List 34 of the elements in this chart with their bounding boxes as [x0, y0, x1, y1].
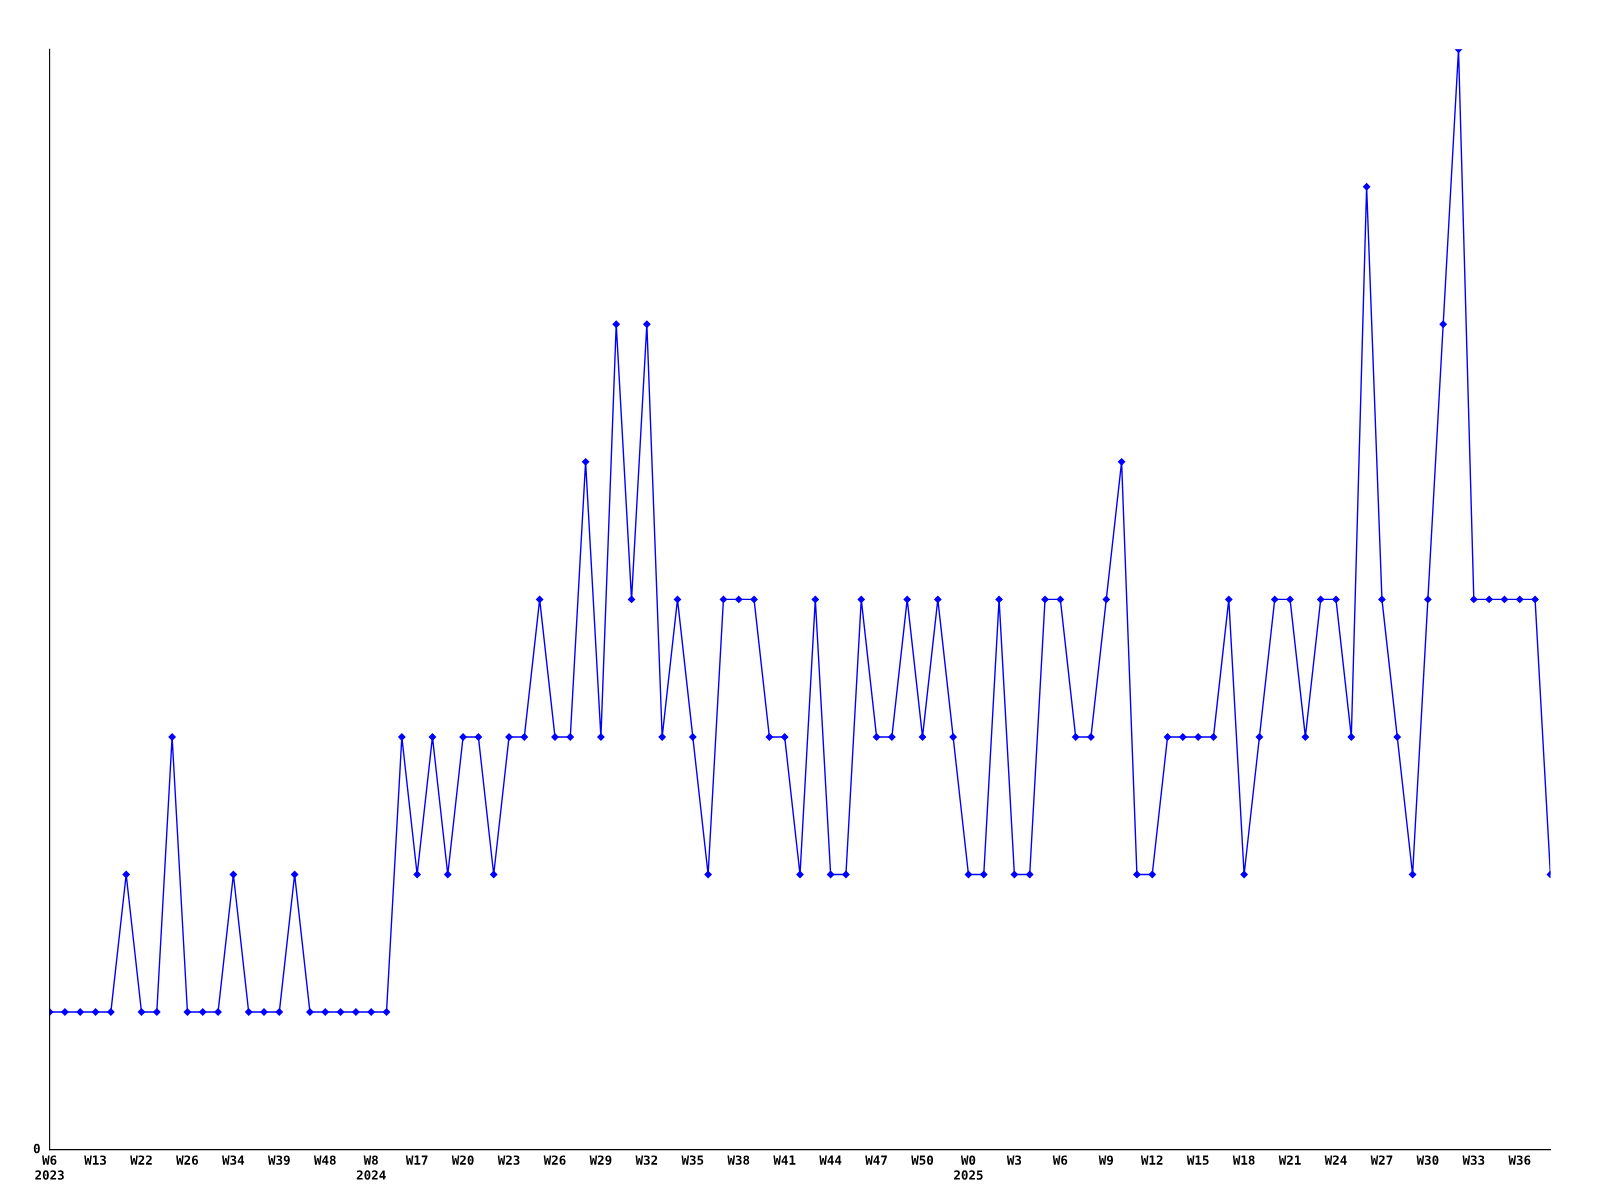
x-tick-label: W36 [1508, 1155, 1531, 1165]
x-tick-label: W34 [222, 1155, 245, 1165]
x-tick-label: W48 [313, 1155, 336, 1165]
x-tick-label: W22 [130, 1155, 152, 1165]
x-tick-label: W32 [635, 1155, 658, 1165]
x-tick-label: W47 [865, 1155, 887, 1165]
x-tick-label: W3 [1006, 1155, 1022, 1165]
x-tick-label: W13 [84, 1155, 107, 1165]
x-tick-label: W15 [1186, 1155, 1209, 1165]
text: 0 [33, 1143, 40, 1154]
x-tick-label: W41 [773, 1155, 796, 1165]
x-tick-label: W20 [451, 1155, 474, 1165]
x-tick-label: W44 [819, 1155, 842, 1165]
x-tick-label: W38 [727, 1155, 750, 1165]
x-tick-label: W0 2025 [954, 1155, 983, 1180]
x-tick-label: W24 [1324, 1155, 1347, 1165]
x-tick-label: W26 [176, 1155, 199, 1165]
x-tick-label: W30 [1416, 1155, 1439, 1165]
x-tick-label: W50 [911, 1155, 934, 1165]
x-tick-label: W8 2024 [356, 1155, 386, 1180]
x-tick-label: W39 [268, 1155, 290, 1165]
x-tick-label: W6 2023 [35, 1155, 64, 1180]
x-tick-label: W17 [405, 1155, 428, 1165]
x-tick-label: W18 [1232, 1155, 1255, 1165]
x-tick-label: W27 [1370, 1155, 1393, 1165]
x-tick-label: W23 [497, 1155, 520, 1165]
x-tick-label: W9 [1098, 1155, 1114, 1165]
x-tick-label: W33 [1462, 1155, 1485, 1165]
x-tick-label: W6 [1052, 1155, 1068, 1165]
x-tick-label: W21 [1278, 1155, 1301, 1165]
x-tick-label: W29 [589, 1155, 612, 1165]
x-tick-label: W12 [1140, 1155, 1163, 1165]
x-tick-label: W26 [543, 1155, 566, 1165]
x-tick-label: W35 [681, 1155, 704, 1165]
